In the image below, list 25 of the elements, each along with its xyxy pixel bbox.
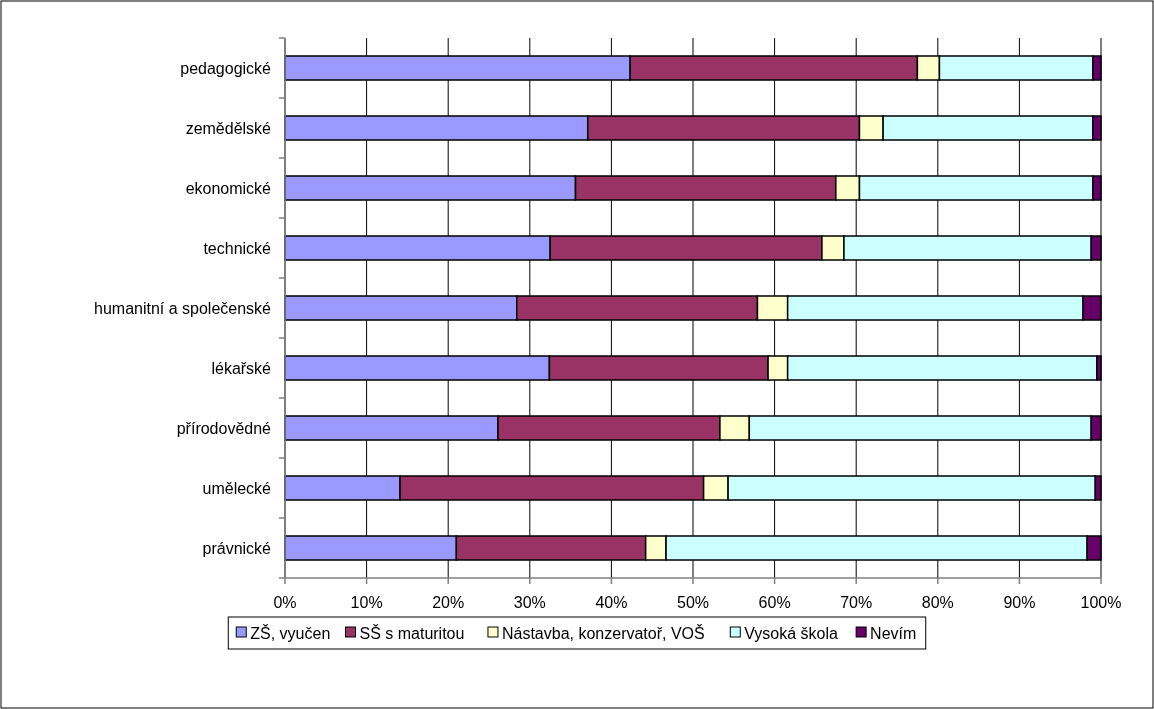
y-tick-label: lékařské (211, 359, 272, 377)
legend-label: SŠ s maturitou (359, 623, 465, 642)
x-tick-label: 90% (1003, 594, 1036, 611)
x-tick-label: 80% (921, 594, 954, 611)
legend-label: ZŠ, vyučen (250, 623, 331, 642)
x-tick-label: 30% (513, 594, 546, 611)
y-tick-label: přírodovědné (176, 419, 272, 437)
x-tick-label: 60% (758, 594, 791, 611)
legend-label: Nevím (870, 624, 917, 642)
x-tick-label: 0% (273, 594, 297, 611)
legend-label: Nástavba, konzervatoř, VOŠ (501, 623, 705, 642)
y-tick-label: ekonomické (185, 179, 272, 197)
legend-label: Vysoká škola (744, 624, 839, 642)
y-tick-label: technické (203, 239, 272, 257)
x-tick-label: 100% (1080, 594, 1122, 611)
y-tick-label: pedagogické (180, 59, 272, 77)
y-tick-label: právnické (202, 539, 272, 557)
x-tick-label: 70% (840, 594, 873, 611)
x-tick-label: 10% (350, 594, 383, 611)
y-tick-label: umělecké (202, 479, 272, 497)
x-tick-label: 40% (595, 594, 628, 611)
y-tick-label: humanitní a společenské (94, 299, 272, 317)
y-tick-label: zemědělské (185, 119, 272, 137)
x-tick-label: 20% (432, 594, 465, 611)
x-tick-label: 50% (676, 594, 710, 611)
